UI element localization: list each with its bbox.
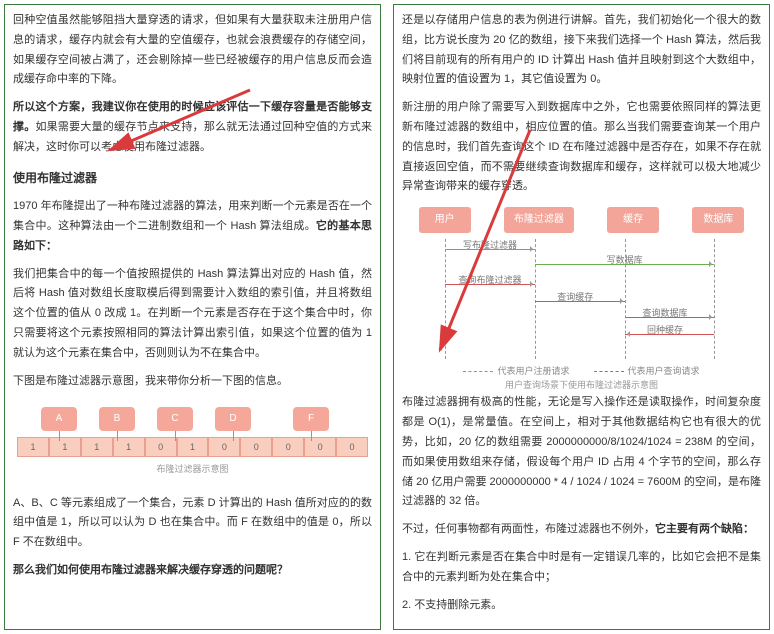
section-title: 使用布隆过滤器	[13, 168, 372, 190]
para: A、B、C 等元素组成了一个集合，元素 D 计算出的 Hash 值所对应的的数组…	[13, 494, 372, 553]
para: 不过，任何事物都有两面性，布隆过滤器也不例外，它主要有两个缺陷：	[402, 520, 761, 540]
cell: 0	[240, 437, 272, 457]
msg-label: 查询布隆过滤器	[459, 272, 522, 288]
para: 我们把集合中的每一个值按照提供的 Hash 算法算出对应的 Hash 值，然后将…	[13, 265, 372, 364]
cell: 0	[145, 437, 177, 457]
cell: 1	[49, 437, 81, 457]
para: 2. 不支持删除元素。	[402, 596, 761, 616]
cell: 1	[81, 437, 113, 457]
sequence-diagram: 用户 布隆过滤器 缓存 数据库 写布隆过滤器 写数据库 查询布隆过滤器 查询缓存…	[402, 207, 761, 367]
node-b: B	[99, 407, 135, 431]
text: 如果需要大量的缓存节点来支持，那么就无法通过回种空值的方式来解决，这时你可以考虑…	[13, 121, 372, 153]
msg-label: 查询数据库	[643, 305, 688, 321]
node-f: F	[293, 407, 329, 431]
para: 下图是布隆过滤器示意图，我来带你分析一下图的信息。	[13, 372, 372, 392]
node-a: A	[41, 407, 77, 431]
legend-label: 代表用户查询请求	[628, 363, 700, 379]
msg-label: 回种缓存	[647, 322, 683, 338]
actor-bloom: 布隆过滤器	[504, 207, 574, 233]
legend: 代表用户注册请求 代表用户查询请求	[402, 363, 761, 379]
para: 还是以存储用户信息的表为例进行讲解。首先，我们初始化一个很大的数组，比方说长度为…	[402, 11, 761, 90]
node-d: D	[215, 407, 251, 431]
msg-label: 写数据库	[607, 252, 643, 268]
title-text: 使用布隆过滤器	[13, 168, 97, 190]
para: 回种空值虽然能够阻挡大量穿透的请求，但如果有大量获取未注册用户信息的请求，缓存内…	[13, 11, 372, 90]
actor-user: 用户	[419, 207, 471, 233]
diagram-caption: 布隆过滤器示意图	[17, 461, 368, 477]
question: 那么我们如何使用布隆过滤器来解决缓存穿透的问题呢？	[13, 561, 372, 581]
right-column: 还是以存储用户信息的表为例进行讲解。首先，我们初始化一个很大的数组，比方说长度为…	[393, 4, 770, 630]
para: 布隆过滤器拥有极高的性能，无论是写入操作还是读取操作，时间复杂度都是 O(1)，…	[402, 393, 761, 512]
cell: 1	[17, 437, 49, 457]
bloom-diagram: A B C D F 1 1 1 1 0 1 0 0 0 0 0 布隆过滤器示意图	[13, 403, 372, 481]
diagram-caption: 用户查询场景下使用布隆过滤器示意图	[402, 377, 761, 393]
para: 新注册的用户除了需要写入到数据库中之外，它也需要依照同样的算法更新布隆过滤器的数…	[402, 98, 761, 197]
cell: 0	[304, 437, 336, 457]
actor-cache: 缓存	[607, 207, 659, 233]
para: 1. 它在判断元素是否在集合中时是有一定错误几率的，比如它会把不是集合中的元素判…	[402, 548, 761, 588]
node-c: C	[157, 407, 193, 431]
text: 不过，任何事物都有两面性，布隆过滤器也不例外，	[402, 523, 655, 535]
legend-label: 代表用户注册请求	[497, 363, 569, 379]
cell: 0	[336, 437, 368, 457]
msg-label: 写布隆过滤器	[463, 237, 517, 253]
para: 1970 年布隆提出了一种布隆过滤器的算法，用来判断一个元素是否在一个集合中。这…	[13, 197, 372, 256]
para: 所以这个方案，我建议你在使用的时候应该评估一下缓存容量是否能够支撑。如果需要大量…	[13, 98, 372, 157]
cell: 1	[177, 437, 209, 457]
actor-db: 数据库	[692, 207, 744, 233]
cell: 0	[208, 437, 240, 457]
cell: 0	[272, 437, 304, 457]
bold-text: 它主要有两个缺陷：	[655, 523, 754, 535]
left-column: 回种空值虽然能够阻挡大量穿透的请求，但如果有大量获取未注册用户信息的请求，缓存内…	[4, 4, 381, 630]
msg-label: 查询缓存	[557, 289, 593, 305]
bit-array: 1 1 1 1 0 1 0 0 0 0 0	[17, 437, 368, 457]
